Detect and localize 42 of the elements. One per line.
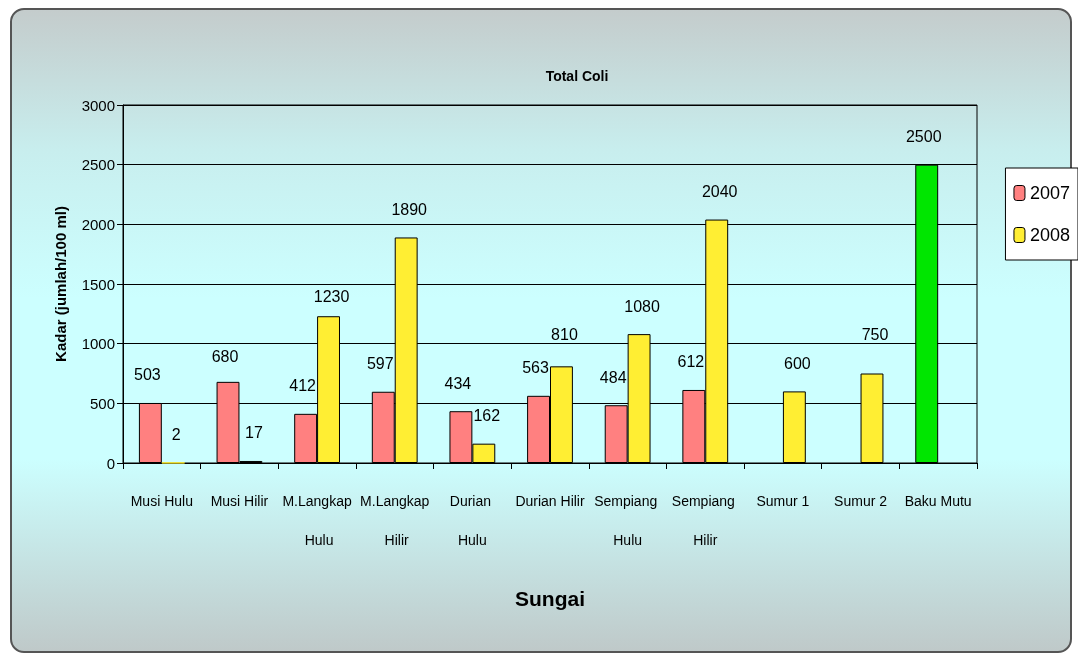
chart-title: Total Coli xyxy=(545,68,609,84)
x-tick-label: Durian Hilir xyxy=(515,492,585,509)
data-label: 484 xyxy=(599,368,627,386)
data-label: 2 xyxy=(171,425,181,443)
data-label: 600 xyxy=(784,354,811,372)
x-tick-label: Sumur 1 xyxy=(756,492,810,509)
data-label: 2500 xyxy=(905,128,942,146)
x-tick-label: Baku Mutu xyxy=(904,492,972,509)
y-axis-title: Kadar (jumlah/100 ml) xyxy=(52,206,69,362)
data-label: 1080 xyxy=(624,297,660,315)
data-label: 2040 xyxy=(701,183,738,201)
y-tick-label: 1500 xyxy=(81,275,115,293)
data-label: 17 xyxy=(245,424,263,442)
data-label: 503 xyxy=(134,366,161,384)
data-label: 563 xyxy=(522,359,549,377)
data-label: 412 xyxy=(289,377,317,395)
y-tick-label: 500 xyxy=(89,394,115,412)
data-label: 434 xyxy=(444,374,472,392)
y-tick-label: 3000 xyxy=(81,96,115,114)
y-tick-label: 1000 xyxy=(81,335,115,353)
x-axis-title: Sungai xyxy=(514,587,586,610)
category-label: Durian Hulu xyxy=(449,492,492,548)
y-tick-label: 0 xyxy=(106,454,115,472)
x-tick-label: Musi Hilir xyxy=(210,492,269,509)
category-label: M.Langkap Hulu xyxy=(282,492,352,548)
legend-label: 2007 xyxy=(1029,183,1070,203)
data-label: 1230 xyxy=(313,287,350,305)
data-label: 612 xyxy=(677,353,705,371)
category-label: Sempiang Hulu xyxy=(594,492,658,548)
y-tick-label: 2500 xyxy=(81,156,115,174)
data-label: 750 xyxy=(861,326,889,343)
data-label: 810 xyxy=(551,325,578,343)
data-label: 680 xyxy=(211,348,239,366)
category-label: Sempiang Hilir xyxy=(671,492,735,548)
x-tick-label: Musi Hulu xyxy=(130,492,193,509)
data-label: 597 xyxy=(366,355,394,373)
data-label: 1890 xyxy=(391,200,428,218)
x-tick-label: Sumur 2 xyxy=(834,492,888,509)
y-tick-label: 2000 xyxy=(81,215,115,233)
data-label: 162 xyxy=(473,407,501,425)
category-label: M.Langkap Hilir xyxy=(360,492,430,548)
legend-label: 2008 xyxy=(1029,225,1070,245)
